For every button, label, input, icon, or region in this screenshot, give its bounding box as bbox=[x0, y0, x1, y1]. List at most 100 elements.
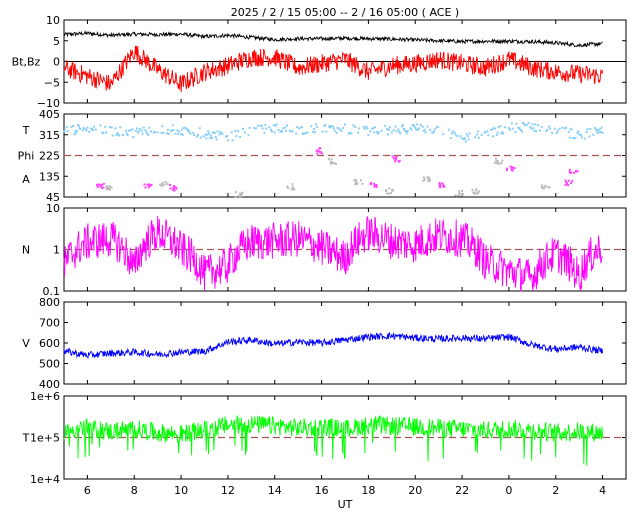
y-tick-label: 135 bbox=[39, 170, 60, 183]
data-point bbox=[523, 124, 526, 127]
data-point bbox=[181, 133, 184, 136]
data-point bbox=[504, 126, 507, 129]
data-point bbox=[553, 127, 556, 130]
y-axis-label-t: T bbox=[22, 124, 30, 137]
plot-title: 2025 / 2 / 15 05:00 -- 2 / 16 05:00 ( AC… bbox=[231, 6, 459, 19]
data-point bbox=[570, 128, 573, 131]
data-point bbox=[234, 130, 237, 133]
data-point bbox=[268, 126, 271, 129]
data-point bbox=[126, 134, 129, 137]
data-point bbox=[159, 183, 162, 186]
y-tick-label: −10 bbox=[37, 97, 60, 110]
data-point bbox=[160, 131, 163, 134]
data-point bbox=[333, 129, 336, 132]
data-point bbox=[219, 130, 222, 133]
data-point bbox=[180, 133, 183, 136]
data-point bbox=[70, 125, 73, 128]
panels: 10 5 0 −5 −10 Bt,Bz 405 315 225 135 45 T Phi A 10 1 0.1 N… bbox=[12, 14, 627, 486]
data-point bbox=[388, 128, 391, 131]
data-point bbox=[142, 126, 145, 129]
data-point bbox=[207, 130, 210, 133]
data-point bbox=[136, 131, 139, 134]
x-axis-tick-labels: 6 8 10 12 14 16 18 20 22 0 2 4 bbox=[84, 484, 606, 497]
data-point bbox=[546, 128, 549, 131]
data-point bbox=[511, 166, 514, 169]
data-point bbox=[510, 168, 513, 171]
data-point bbox=[398, 159, 401, 162]
data-point bbox=[166, 132, 169, 135]
data-point bbox=[247, 134, 250, 137]
data-point bbox=[495, 134, 498, 137]
data-point bbox=[164, 180, 167, 183]
data-point bbox=[102, 132, 105, 135]
data-point bbox=[536, 124, 539, 127]
data-point bbox=[393, 160, 396, 163]
data-point bbox=[144, 186, 147, 189]
y-tick-label: 600 bbox=[39, 337, 60, 350]
data-point bbox=[86, 126, 89, 129]
data-point bbox=[282, 127, 285, 130]
data-point bbox=[319, 147, 322, 150]
data-point bbox=[310, 125, 313, 128]
data-point bbox=[274, 124, 277, 127]
data-point bbox=[464, 140, 467, 143]
data-point bbox=[106, 186, 109, 189]
data-point bbox=[598, 128, 601, 131]
data-point bbox=[264, 124, 267, 127]
data-point bbox=[143, 183, 146, 186]
data-point bbox=[530, 127, 533, 130]
data-point bbox=[402, 123, 405, 126]
data-point bbox=[288, 129, 291, 132]
data-point bbox=[412, 123, 415, 126]
data-point bbox=[99, 124, 102, 127]
data-point bbox=[391, 188, 394, 191]
data-point bbox=[332, 162, 335, 165]
data-point bbox=[321, 130, 324, 133]
data-point bbox=[118, 134, 121, 137]
data-point bbox=[92, 125, 95, 128]
data-point bbox=[480, 133, 483, 136]
data-point bbox=[81, 129, 84, 132]
data-point bbox=[350, 132, 353, 135]
data-point bbox=[353, 179, 356, 182]
y-tick-label: −5 bbox=[44, 76, 60, 89]
data-point bbox=[174, 132, 177, 135]
data-point bbox=[302, 132, 305, 135]
data-point bbox=[325, 130, 328, 133]
data-point bbox=[174, 186, 177, 189]
data-point bbox=[331, 161, 334, 164]
data-point bbox=[507, 127, 510, 130]
x-tick-label: 12 bbox=[221, 484, 235, 497]
data-point bbox=[394, 156, 397, 159]
data-point bbox=[125, 132, 128, 135]
data-point bbox=[495, 160, 498, 163]
data-point bbox=[493, 127, 496, 130]
data-point bbox=[476, 192, 479, 195]
data-point bbox=[458, 194, 461, 197]
y-tick-label: 1e+5 bbox=[30, 432, 60, 445]
x-axis-label: UT bbox=[338, 498, 353, 511]
data-point bbox=[419, 123, 422, 126]
y-axis-label-3: N bbox=[22, 244, 30, 257]
data-point bbox=[166, 182, 169, 185]
data-point bbox=[397, 128, 400, 131]
data-point bbox=[531, 123, 534, 126]
data-point bbox=[206, 133, 209, 136]
data-point bbox=[427, 176, 430, 179]
data-point bbox=[493, 161, 496, 164]
data-point bbox=[499, 125, 502, 128]
data-point bbox=[189, 132, 192, 135]
data-point bbox=[410, 128, 413, 131]
data-point bbox=[98, 183, 101, 186]
data-point bbox=[533, 129, 536, 132]
data-point bbox=[260, 124, 263, 127]
data-point bbox=[129, 129, 132, 132]
data-point bbox=[221, 132, 224, 135]
data-point bbox=[108, 187, 111, 190]
y-tick-label: 405 bbox=[39, 108, 60, 121]
data-point bbox=[574, 137, 577, 140]
data-point bbox=[426, 176, 429, 179]
data-point bbox=[337, 127, 340, 130]
data-point bbox=[101, 187, 104, 190]
data-point bbox=[234, 191, 237, 194]
